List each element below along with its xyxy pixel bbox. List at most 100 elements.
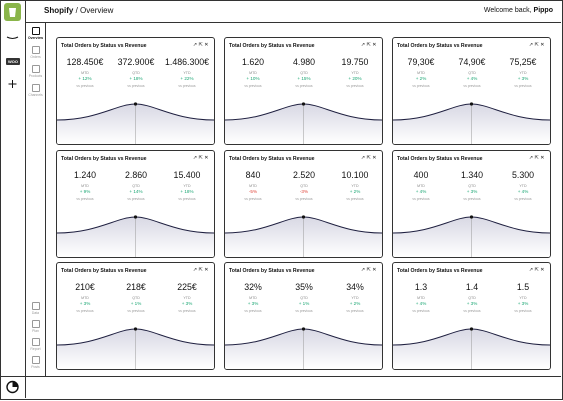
metric-value: 2.520 [292,170,315,180]
card-actions[interactable]: ↗⇱✕ [192,155,210,161]
metric-change: + 3% [466,189,478,194]
settings-icon[interactable] [0,376,25,401]
metric-change: + 3% [247,301,259,306]
metric-period: YTD [351,71,359,75]
nav-item[interactable]: Channels [26,84,45,97]
metric-change: + 18% [129,76,143,81]
metric-period: MTD [81,184,89,188]
footer-line [0,376,561,377]
metric-change: + 3% [181,301,193,306]
metric-note: vs previous [295,84,313,88]
metric-period: YTD [351,296,359,300]
card-title: Total Orders by Status vs Revenue [61,268,147,274]
metric-period: YTD [183,71,191,75]
trend-curve [393,102,550,144]
card-actions[interactable]: ↗⇱✕ [192,267,210,273]
card-actions[interactable]: ↗⇱✕ [360,42,378,48]
metric-period: QTD [300,184,308,188]
nav-item[interactable]: Plan [26,320,45,333]
kpi-card: Total Orders by Status vs Revenue ↗⇱✕ 79,3… [392,37,551,145]
metric-change: -3% [299,189,309,194]
metric-period: YTD [183,296,191,300]
trend-curve [57,327,214,369]
kpi-card: Total Orders by Status vs Revenue ↗⇱✕ 400 M… [392,150,551,258]
metric: 10.100 YTD + 2% vs previous [329,170,381,201]
metric-change: + 1% [298,301,310,306]
metric-period: MTD [81,296,89,300]
card-actions[interactable]: ↗⇱✕ [528,267,546,273]
metric: 19.750 YTD + 20% vs previous [329,57,381,88]
card-title: Total Orders by Status vs Revenue [397,43,483,49]
metric-period: QTD [132,296,140,300]
metric-period: YTD [519,71,527,75]
trend-curve [225,215,382,257]
card-title: Total Orders by Status vs Revenue [61,43,147,49]
metric-period: QTD [468,296,476,300]
nav-icon [31,27,40,35]
metric-note: vs previous [346,197,364,201]
woo-badge[interactable]: WOO [6,58,20,65]
card-title: Total Orders by Status vs Revenue [229,156,315,162]
card-actions[interactable]: ↗⇱✕ [528,42,546,48]
card-actions[interactable]: ↗⇱✕ [360,155,378,161]
nav-icon [31,320,40,328]
kpi-card: Total Orders by Status vs Revenue ↗⇱✕ 210€… [56,262,215,370]
nav-item[interactable]: Orders [26,46,45,59]
metric-note: vs previous [412,309,430,313]
metric: 32% MTD + 3% vs previous [227,282,279,313]
kpi-card: Total Orders by Status vs Revenue ↗⇱✕ 1.62… [224,37,383,145]
metric-value: 1.240 [73,170,96,180]
metric-period: MTD [417,296,425,300]
nav-item[interactable]: Report [26,338,45,351]
metric: 1.3 MTD + 4% vs previous [395,282,447,313]
trend-curve [393,215,550,257]
metric: 1.240 MTD + 9% vs previous [59,170,111,201]
metric: 2.520 QTD -3% vs previous [278,170,330,201]
card-actions[interactable]: ↗⇱✕ [192,42,210,48]
card-actions[interactable]: ↗⇱✕ [360,267,378,273]
nav-item[interactable]: Data [26,302,45,315]
metric-change: + 20% [348,76,362,81]
nav-label: Channels [28,93,43,97]
metric-note: vs previous [76,84,94,88]
welcome: Welcome back, Pippo [484,7,553,14]
metric-note: vs previous [295,309,313,313]
metric-value: 4.980 [292,57,315,67]
metric-value: 10.100 [341,170,369,180]
metric-value: 128.450€ [66,57,104,67]
metric-note: vs previous [514,84,532,88]
metric-note: vs previous [244,197,262,201]
nav-item[interactable]: Posts [26,356,45,369]
metric-change: + 4% [415,301,427,306]
metric-period: MTD [249,184,257,188]
metric-note: vs previous [127,84,145,88]
metric-value: 1.4 [465,282,479,292]
metric-note: vs previous [178,84,196,88]
metric-change: + 22% [180,76,194,81]
nav-icon [31,65,40,73]
metric: 840 MTD -5% vs previous [227,170,279,201]
metric: 15.400 YTD + 18% vs previous [161,170,213,201]
metric-change: + 18% [180,189,194,194]
metric-period: YTD [351,184,359,188]
card-actions[interactable]: ↗⇱✕ [528,155,546,161]
metric-value: 19.750 [341,57,369,67]
metric: 79,30€ MTD + 2% vs previous [395,57,447,88]
metric-note: vs previous [127,309,145,313]
metric-value: 1.3 [414,282,428,292]
nav-item[interactable]: Products [26,65,45,78]
card-title: Total Orders by Status vs Revenue [229,268,315,274]
metric-value: 75,25€ [509,57,537,67]
nav-icon [31,302,40,310]
kpi-card: Total Orders by Status vs Revenue ↗⇱✕ 128.… [56,37,215,145]
metric-change: + 2% [349,301,361,306]
nav-label: Overview [27,36,44,40]
metric-change: + 12% [78,76,92,81]
metric: 5.300 YTD + 4% vs previous [497,170,549,201]
nav-item[interactable]: Overview [26,27,45,40]
metric-period: QTD [132,71,140,75]
metric-value: 1.5 [516,282,530,292]
metric-value: 32% [244,282,262,292]
metric-value: 372.900€ [117,57,155,67]
nav-label: Report [30,347,41,351]
